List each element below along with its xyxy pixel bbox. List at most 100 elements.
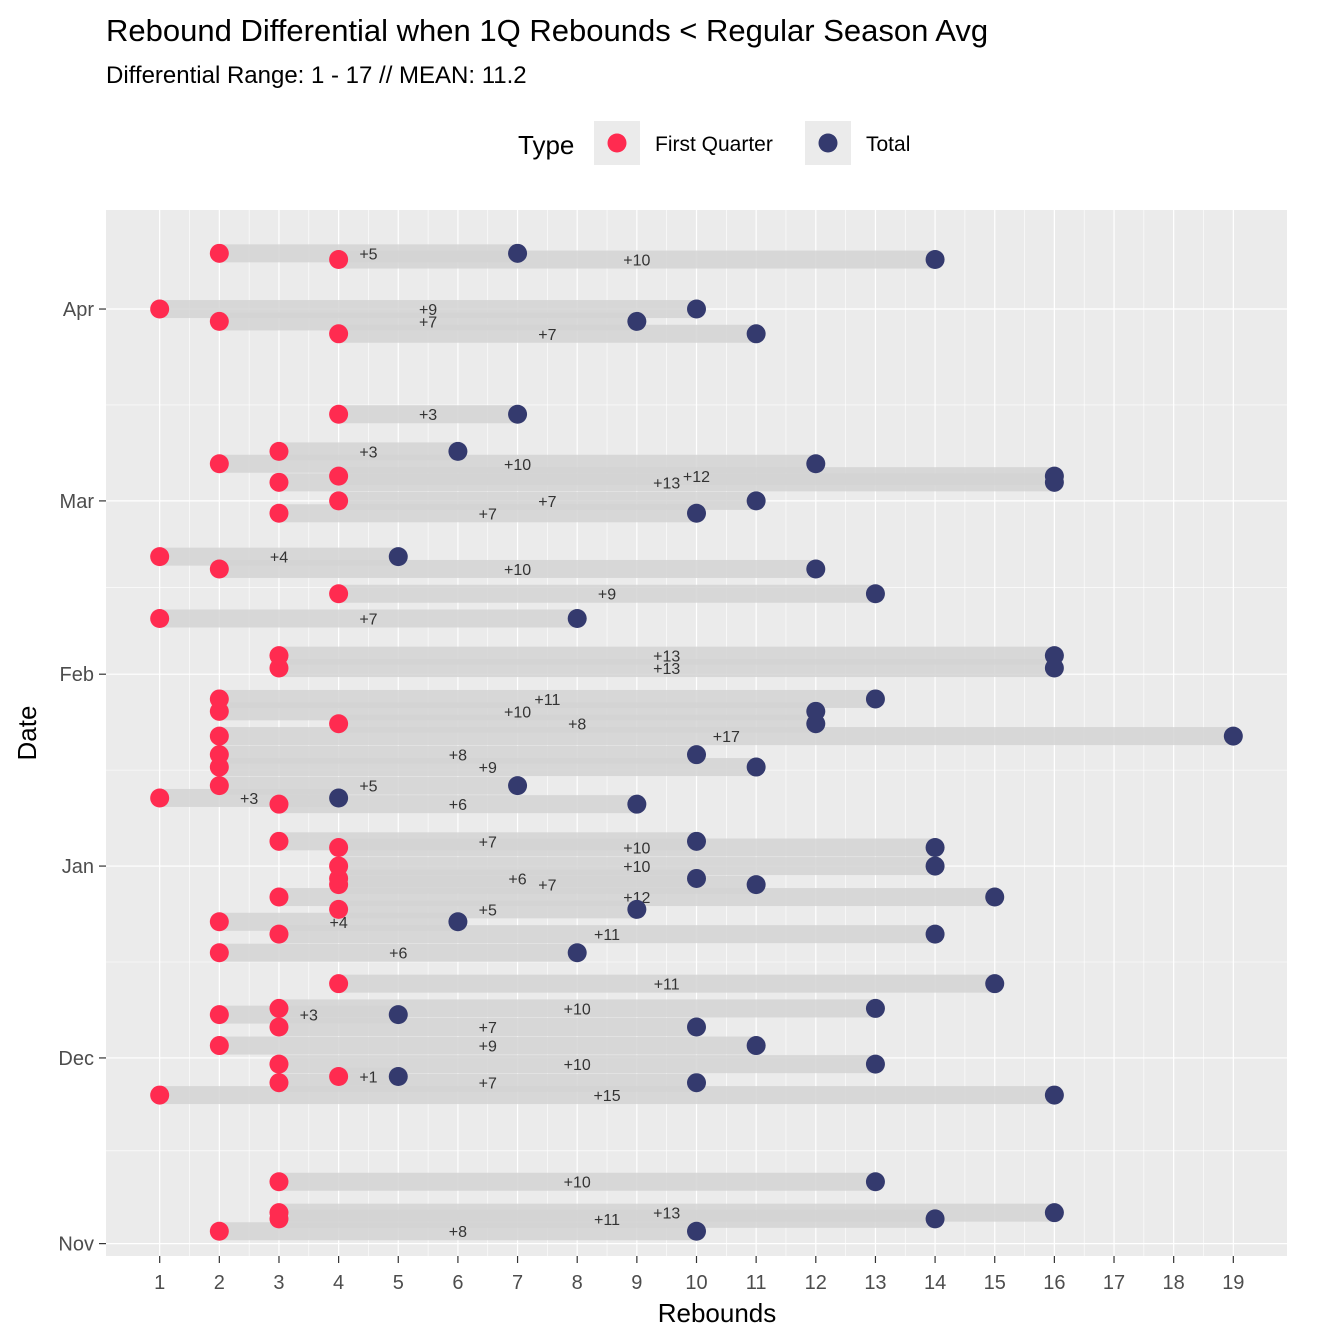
total-point bbox=[865, 1172, 885, 1192]
total-point bbox=[687, 831, 706, 851]
differential-label: +7 bbox=[538, 878, 556, 895]
differential-label: +7 bbox=[479, 1020, 497, 1037]
total-point bbox=[1044, 472, 1064, 492]
first-quarter-point bbox=[329, 899, 349, 919]
total-point bbox=[329, 788, 349, 808]
differential-labels: +8+11 +13+10+15+7+1+10+9+7+3 +10+11+6+11+4… bbox=[240, 246, 740, 1241]
total-point bbox=[687, 1017, 706, 1037]
first-quarter-point bbox=[329, 714, 349, 734]
total-point bbox=[388, 1005, 408, 1025]
differential-label: +3 bbox=[240, 791, 258, 808]
first-quarter-point bbox=[329, 838, 349, 858]
differential-label: +10 bbox=[504, 562, 531, 579]
first-quarter-point bbox=[209, 1036, 229, 1056]
first-quarter-point bbox=[209, 726, 229, 746]
range-bar bbox=[278, 646, 1055, 665]
first-quarter-point bbox=[209, 1221, 229, 1241]
differential-label: +13 bbox=[653, 475, 680, 492]
range-bar bbox=[278, 1172, 876, 1191]
total-point bbox=[925, 924, 945, 944]
total-point bbox=[567, 943, 587, 963]
total-point bbox=[925, 838, 945, 858]
first-quarter-point bbox=[329, 324, 349, 344]
total-point bbox=[985, 887, 1005, 907]
x-axis-title: Rebounds bbox=[658, 1298, 777, 1328]
total-point bbox=[865, 998, 885, 1018]
differential-label: +5 bbox=[359, 779, 377, 796]
total-point bbox=[865, 584, 885, 604]
total-point bbox=[925, 1209, 945, 1229]
total-point bbox=[1044, 646, 1064, 666]
differential-label: +15 bbox=[593, 1088, 620, 1105]
differential-label: +4 bbox=[270, 550, 288, 567]
range-bar bbox=[219, 689, 876, 708]
total-point bbox=[1044, 1203, 1064, 1223]
total-point bbox=[627, 899, 647, 919]
total-point bbox=[388, 547, 408, 567]
range-bar bbox=[278, 504, 697, 523]
total-point bbox=[985, 974, 1005, 994]
data-points bbox=[150, 243, 1243, 1241]
differential-label: +7 bbox=[538, 494, 556, 511]
range-bar bbox=[219, 745, 697, 764]
x-tick-label: 13 bbox=[864, 1272, 886, 1294]
first-quarter-point bbox=[269, 1073, 289, 1093]
differential-label: +6 bbox=[389, 946, 407, 963]
first-quarter-point bbox=[150, 608, 170, 628]
differential-label: +1 bbox=[359, 1070, 377, 1087]
differential-label: +7 bbox=[479, 834, 497, 851]
differential-label: +7 bbox=[479, 1076, 497, 1093]
total-point bbox=[508, 243, 528, 263]
x-tick-label: 15 bbox=[984, 1272, 1006, 1294]
differential-label: +13 bbox=[653, 1206, 680, 1223]
x-axis: 1 2 3 4 5 6 7 8 9 10 11 12 13 14 15 16 17 18 19 bbox=[154, 1256, 1244, 1294]
range-bar bbox=[278, 1055, 876, 1074]
range-bar bbox=[219, 244, 518, 263]
range-bar bbox=[338, 584, 876, 603]
x-tick-label: 7 bbox=[512, 1272, 523, 1294]
first-quarter-point bbox=[209, 454, 229, 474]
differential-label: +5 bbox=[359, 246, 377, 263]
legend-label-first-quarter: First Quarter bbox=[655, 133, 773, 156]
differential-label: +6 bbox=[508, 871, 526, 888]
legend: Type First Quarter Total bbox=[518, 121, 910, 165]
total-point bbox=[746, 757, 766, 777]
total-point bbox=[687, 745, 706, 765]
chart-subtitle: Differential Range: 1 - 17 // MEAN: 11.2 bbox=[106, 62, 527, 89]
y-axis-title: Date bbox=[12, 706, 42, 761]
total-point bbox=[388, 1067, 408, 1087]
differential-label: +10 bbox=[504, 457, 531, 474]
first-quarter-point bbox=[269, 472, 289, 492]
total-point bbox=[1044, 1085, 1064, 1105]
total-point bbox=[687, 1073, 706, 1093]
differential-label: +7 bbox=[419, 314, 437, 331]
chart-title: Rebound Differential when 1Q Rebounds < … bbox=[106, 13, 988, 48]
first-quarter-point bbox=[269, 887, 289, 907]
differential-label: +10 bbox=[564, 1057, 591, 1074]
x-tick-label: 4 bbox=[333, 1272, 344, 1294]
first-quarter-point bbox=[269, 1054, 289, 1074]
differential-label: +9 bbox=[598, 587, 616, 604]
legend-marker-total bbox=[818, 133, 838, 153]
x-tick-label: 19 bbox=[1222, 1272, 1244, 1294]
range-bar bbox=[278, 999, 876, 1018]
first-quarter-point bbox=[209, 689, 229, 709]
total-point bbox=[746, 1036, 766, 1056]
first-quarter-point bbox=[269, 1172, 289, 1192]
total-point bbox=[627, 311, 647, 331]
differential-label: +10 bbox=[504, 704, 531, 721]
first-quarter-point bbox=[329, 974, 349, 994]
x-tick-label: 17 bbox=[1103, 1272, 1125, 1294]
range-bar bbox=[219, 1036, 757, 1055]
y-tick-label: Jan bbox=[62, 856, 94, 878]
differential-label: +13 bbox=[653, 649, 680, 666]
differential-label: +11 bbox=[534, 692, 560, 709]
first-quarter-point bbox=[209, 243, 229, 263]
differential-label: +10 bbox=[564, 1175, 591, 1192]
first-quarter-point bbox=[329, 250, 349, 270]
range-bar bbox=[159, 300, 697, 319]
total-point bbox=[746, 875, 766, 895]
first-quarter-point bbox=[209, 311, 229, 331]
range-bar bbox=[278, 442, 458, 461]
